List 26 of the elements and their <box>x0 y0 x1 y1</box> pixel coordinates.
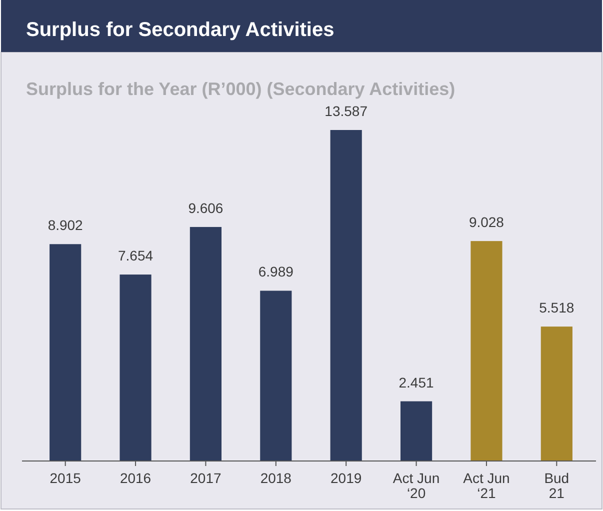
bar <box>540 326 572 461</box>
data-label: 7.654 <box>118 248 154 264</box>
chart-subtitle: Surplus for the Year (R’000) (Secondary Activities) <box>26 79 456 99</box>
chart-title: Surplus for Secondary Activities <box>26 19 334 41</box>
x-tick-label: 2017 <box>190 470 222 486</box>
data-label: 13.587 <box>324 103 368 119</box>
bar <box>330 130 362 461</box>
bar <box>120 274 152 461</box>
data-label: 5.518 <box>539 300 574 316</box>
data-label: 9.606 <box>188 200 224 216</box>
x-tick-label: 2018 <box>260 470 292 486</box>
x-tick-label: Bud 21 <box>544 470 570 501</box>
x-tick-label: Act Jun ‘20 <box>392 470 440 501</box>
bar <box>400 401 432 461</box>
x-tick-label: Act Jun ‘21 <box>463 470 510 501</box>
bar <box>190 226 222 461</box>
x-tick-label: 2016 <box>120 470 152 486</box>
data-label: 8.902 <box>48 217 84 234</box>
data-label: 2.451 <box>398 374 434 390</box>
bar <box>470 241 502 461</box>
x-tick-label: 2019 <box>330 470 362 486</box>
x-tick-label: 2015 <box>50 470 82 486</box>
data-label: 9.028 <box>468 214 504 230</box>
data-label: 6.989 <box>258 264 294 280</box>
bar <box>260 290 292 461</box>
bar <box>50 244 82 461</box>
